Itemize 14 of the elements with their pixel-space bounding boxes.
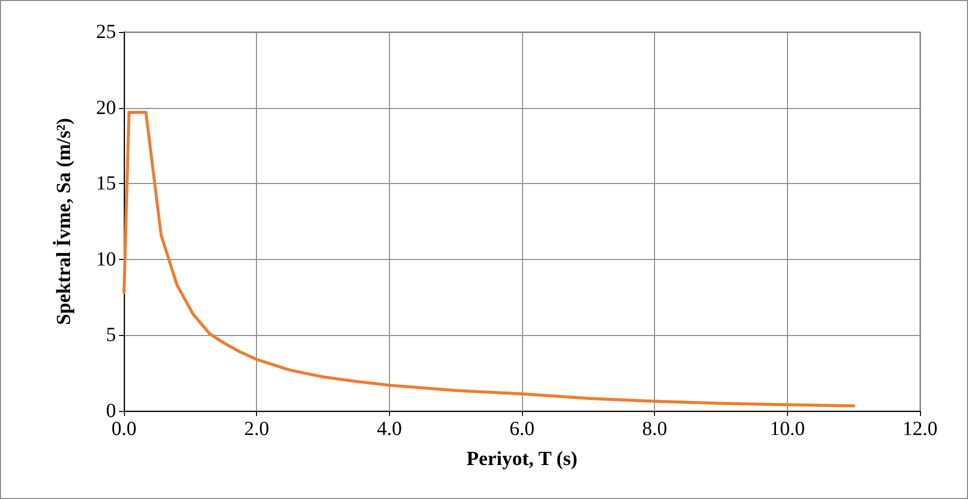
y-axis-title: Spektral İvme, Sa (m/s²) bbox=[52, 118, 75, 326]
x-axis-title: Periyot, T (s) bbox=[466, 448, 578, 470]
x-tick-label: 4.0 bbox=[376, 418, 402, 440]
x-tick-label: 10.0 bbox=[770, 418, 805, 440]
x-tick-label: 8.0 bbox=[642, 418, 668, 440]
x-tick-label: 6.0 bbox=[510, 418, 534, 440]
y-tick-label: 10 bbox=[96, 248, 116, 270]
y-tick-label: 20 bbox=[96, 96, 116, 119]
y-tick-label: 25 bbox=[96, 21, 116, 43]
line-series bbox=[122, 110, 856, 408]
y-tick-label: 15 bbox=[96, 172, 116, 195]
x-tick-label: 2.0 bbox=[244, 418, 270, 440]
y-tick-label: 5 bbox=[106, 324, 116, 346]
x-tick-label: 12.0 bbox=[902, 418, 938, 440]
